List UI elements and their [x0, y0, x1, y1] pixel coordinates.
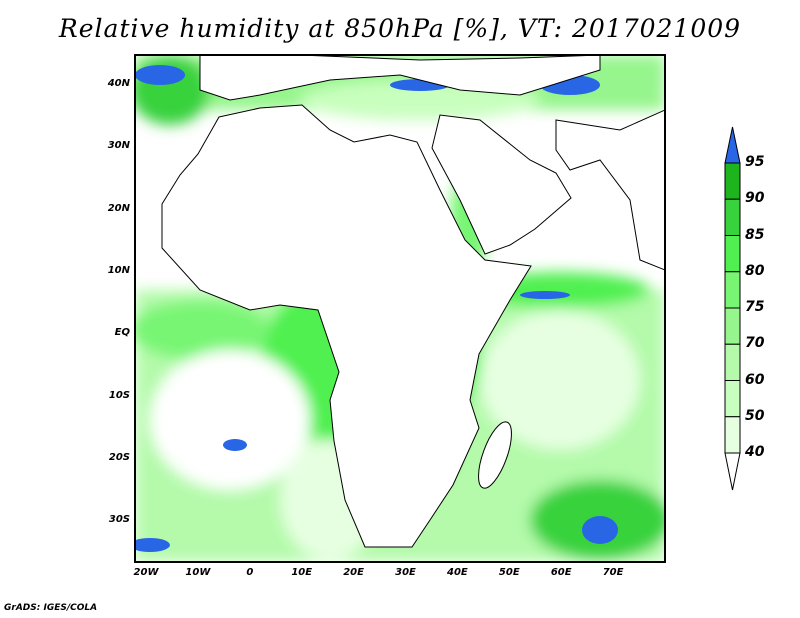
colorbar-over-arrow [724, 126, 741, 164]
lat-tick-label: 30N [107, 140, 130, 152]
lon-tick-label: 70E [602, 567, 624, 578]
lon-tick-label: 20W [133, 567, 159, 578]
colorbar-label: 70 [745, 335, 765, 352]
lon-tick-label: 10W [185, 567, 211, 578]
colorbar-segment [724, 416, 741, 454]
lat-tick-label: 20N [107, 202, 130, 214]
lat-tick-label: 10S [108, 389, 130, 401]
colorbar-label: 95 [745, 154, 765, 170]
colorbar-segment [724, 198, 741, 236]
colorbar-label: 90 [745, 190, 765, 207]
lat-tick-label: 30S [108, 514, 130, 526]
lat-tick-label: 10N [107, 264, 130, 276]
lon-tick-label: 30E [395, 567, 416, 578]
colorbar-segment [724, 380, 741, 418]
lat-tick-label: 20S [108, 451, 130, 463]
lon-tick-label: 0 [246, 567, 254, 578]
colorbar-segment [724, 271, 741, 309]
colorbar-label: 60 [745, 371, 765, 388]
colorbar-label: 80 [745, 262, 765, 279]
colorbar-label: 50 [745, 407, 765, 424]
map-title: Relative humidity at 850hPa [%], VT: 201… [58, 14, 742, 43]
lat-tick-label: EQ [114, 327, 130, 339]
lon-tick-label: 50E [498, 567, 520, 578]
lon-tick-label: 40E [447, 567, 468, 578]
colorbar-under-arrow [724, 452, 741, 491]
colorbar-segment [724, 235, 741, 273]
colorbar-segment [724, 343, 741, 381]
colorbar-label: 75 [745, 299, 765, 315]
credit-text: GrADS: IGES/COLA [4, 603, 98, 613]
colorbar-segment [724, 162, 741, 200]
colorbar [724, 126, 741, 491]
lon-tick-label: 60E [550, 567, 572, 578]
lat-tick-label: 40N [107, 78, 130, 89]
map-frame [134, 54, 666, 563]
colorbar-label: 40 [745, 444, 765, 460]
lon-tick-label: 10E [291, 567, 313, 578]
colorbar-segment [724, 307, 741, 345]
coastlines [161, 55, 665, 548]
colorbar-label: 85 [745, 226, 765, 243]
lon-tick-label: 20E [343, 567, 364, 578]
